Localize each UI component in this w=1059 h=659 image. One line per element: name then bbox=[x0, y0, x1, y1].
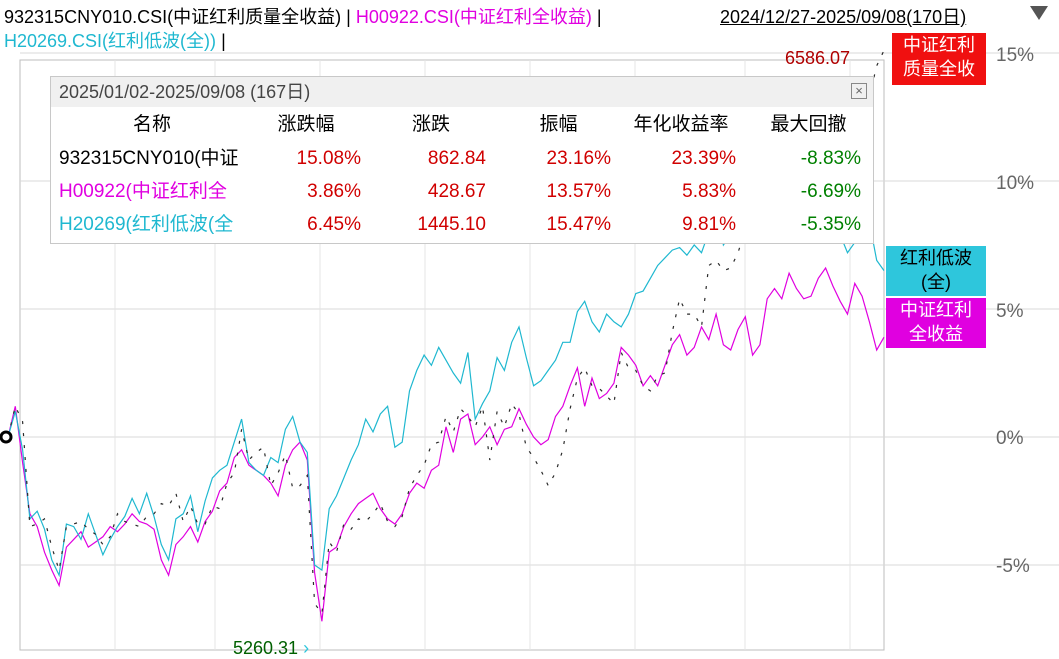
series-tag-h20269: 红利低波 (全) bbox=[886, 246, 986, 296]
col-header-name: 名称 bbox=[132, 114, 171, 135]
row-ann: 9.81% bbox=[682, 214, 736, 235]
table-row[interactable]: H20269(红利低波(全 6.45% 1445.10 15.47% 9.81%… bbox=[51, 208, 873, 241]
series-line-h00922 bbox=[7, 266, 885, 622]
row-amp: 23.16% bbox=[546, 148, 611, 169]
row-name: H20269(红利低波(全 bbox=[59, 214, 234, 235]
dropdown-triangle-icon[interactable] bbox=[1030, 6, 1048, 20]
series-line-932315 bbox=[7, 50, 885, 616]
table-row[interactable]: H00922(中证红利全 3.86% 428.67 13.57% 5.83% -… bbox=[51, 175, 873, 208]
row-amp: 13.57% bbox=[546, 181, 611, 202]
stats-panel-title: 2025/01/02-2025/09/08 (167日) bbox=[59, 82, 311, 102]
row-mdd: -6.69% bbox=[800, 181, 861, 202]
series-tag-932315: 中证红利 质量全收 bbox=[892, 33, 986, 85]
y-tick-label: 10% bbox=[996, 173, 1035, 194]
y-tick-label: 15% bbox=[996, 45, 1035, 66]
row-amp: 15.47% bbox=[546, 214, 611, 235]
col-header-ann: 年化收益率 bbox=[633, 114, 729, 135]
date-range-selector[interactable]: 2024/12/27-2025/09/08(170日) bbox=[720, 7, 967, 27]
row-mdd: -5.35% bbox=[800, 214, 861, 235]
row-name: 932315CNY010(中证 bbox=[59, 148, 239, 169]
row-ann: 23.39% bbox=[671, 148, 736, 169]
row-chg: 428.67 bbox=[427, 181, 486, 202]
series-tag-h00922: 中证红利 全收益 bbox=[886, 298, 986, 348]
max-value-label: 6586.07 bbox=[785, 48, 851, 68]
legend-separator: | bbox=[596, 7, 602, 27]
col-header-chg: 涨跌 bbox=[411, 114, 450, 135]
series-line-h20269 bbox=[7, 199, 885, 578]
y-tick-label: 5% bbox=[996, 301, 1024, 322]
origin-marker bbox=[0, 430, 13, 444]
row-chg: 862.84 bbox=[427, 148, 486, 169]
legend-separator: | bbox=[221, 31, 226, 51]
plot-frame bbox=[19, 59, 885, 651]
row-pct: 6.45% bbox=[307, 214, 361, 235]
stats-panel-header: 2025/01/02-2025/09/08 (167日) × bbox=[51, 77, 873, 107]
y-tick-label: 0% bbox=[996, 428, 1024, 449]
chart-legend-line2: H20269.CSI(红利低波(全)) | bbox=[4, 27, 226, 53]
col-header-amp: 振幅 bbox=[539, 114, 578, 135]
row-mdd: -8.83% bbox=[800, 148, 861, 169]
interval-stats-panel: 2025/01/02-2025/09/08 (167日) × 名称 涨跌幅 涨跌… bbox=[50, 76, 874, 244]
legend-item-932315[interactable]: 932315CNY010.CSI(中证红利质量全收益) bbox=[4, 7, 342, 27]
stats-table-header: 名称 涨跌幅 涨跌 振幅 年化收益率 最大回撤 bbox=[51, 108, 873, 141]
row-chg: 1445.10 bbox=[417, 214, 486, 235]
row-name: H00922(中证红利全 bbox=[59, 181, 227, 202]
row-pct: 3.86% bbox=[307, 181, 361, 202]
col-header-mdd: 最大回撤 bbox=[770, 114, 847, 135]
legend-item-h00922[interactable]: H00922.CSI(中证红利全收益) bbox=[355, 7, 592, 27]
table-row[interactable]: 932315CNY010(中证 15.08% 862.84 23.16% 23.… bbox=[51, 142, 873, 175]
col-header-pct: 涨跌幅 bbox=[277, 114, 335, 135]
close-icon[interactable]: × bbox=[851, 83, 867, 99]
row-ann: 5.83% bbox=[682, 181, 736, 202]
chart-legend: 932315CNY010.CSI(中证红利质量全收益) | H00922.CSI… bbox=[4, 3, 602, 29]
row-pct: 15.08% bbox=[296, 148, 361, 169]
min-value-label: 5260.31 › bbox=[233, 638, 310, 658]
y-tick-label: -5% bbox=[996, 556, 1030, 577]
legend-separator: | bbox=[346, 7, 351, 27]
legend-item-h20269[interactable]: H20269.CSI(红利低波(全)) bbox=[4, 31, 217, 51]
